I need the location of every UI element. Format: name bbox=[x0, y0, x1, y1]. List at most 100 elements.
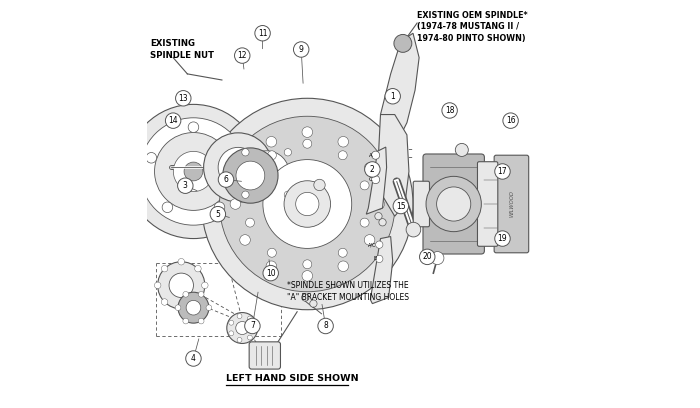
Circle shape bbox=[503, 113, 518, 129]
Text: A/C: A/C bbox=[368, 242, 377, 247]
Circle shape bbox=[241, 149, 249, 156]
Circle shape bbox=[227, 156, 249, 178]
Circle shape bbox=[206, 305, 212, 310]
Circle shape bbox=[202, 282, 208, 288]
Circle shape bbox=[204, 133, 273, 202]
Circle shape bbox=[266, 136, 276, 147]
Circle shape bbox=[376, 255, 383, 263]
Circle shape bbox=[178, 259, 185, 265]
Circle shape bbox=[195, 265, 201, 272]
FancyBboxPatch shape bbox=[413, 181, 430, 227]
FancyBboxPatch shape bbox=[249, 342, 281, 369]
Circle shape bbox=[246, 181, 255, 190]
Circle shape bbox=[302, 294, 309, 301]
Circle shape bbox=[176, 91, 191, 106]
Circle shape bbox=[255, 25, 270, 41]
Polygon shape bbox=[379, 115, 409, 216]
Circle shape bbox=[178, 292, 209, 323]
FancyBboxPatch shape bbox=[494, 155, 528, 253]
Circle shape bbox=[229, 331, 234, 336]
Circle shape bbox=[267, 248, 276, 257]
Text: *SPINDLE SHOWN UTILIZES THE
"A" BRACKET MOUNTING HOLES: *SPINDLE SHOWN UTILIZES THE "A" BRACKET … bbox=[287, 281, 409, 302]
Circle shape bbox=[198, 318, 204, 324]
Circle shape bbox=[223, 148, 278, 203]
Circle shape bbox=[220, 116, 395, 292]
Text: 18: 18 bbox=[445, 106, 454, 115]
Circle shape bbox=[376, 241, 383, 248]
Circle shape bbox=[236, 322, 248, 335]
Text: B: B bbox=[373, 256, 377, 262]
Text: 17: 17 bbox=[498, 167, 508, 176]
Circle shape bbox=[161, 299, 168, 305]
Circle shape bbox=[234, 48, 250, 63]
Text: 14: 14 bbox=[168, 116, 178, 125]
Circle shape bbox=[309, 300, 317, 307]
Circle shape bbox=[338, 261, 349, 272]
Circle shape bbox=[365, 162, 380, 177]
Circle shape bbox=[426, 176, 482, 232]
Text: 3: 3 bbox=[183, 181, 188, 190]
Circle shape bbox=[178, 178, 193, 193]
Circle shape bbox=[379, 219, 386, 226]
Circle shape bbox=[295, 192, 319, 216]
Circle shape bbox=[360, 181, 369, 190]
Text: 19: 19 bbox=[498, 234, 508, 243]
Circle shape bbox=[406, 222, 421, 237]
Circle shape bbox=[419, 249, 435, 264]
Circle shape bbox=[374, 199, 384, 209]
FancyBboxPatch shape bbox=[423, 154, 484, 254]
Polygon shape bbox=[381, 33, 419, 143]
Text: 1: 1 bbox=[391, 92, 395, 101]
Circle shape bbox=[155, 133, 232, 211]
Circle shape bbox=[210, 206, 225, 222]
Circle shape bbox=[293, 42, 309, 57]
Circle shape bbox=[183, 291, 188, 297]
Circle shape bbox=[364, 163, 374, 173]
Circle shape bbox=[174, 151, 214, 192]
Text: 7: 7 bbox=[250, 322, 255, 330]
Circle shape bbox=[302, 271, 313, 281]
Circle shape bbox=[431, 252, 444, 264]
Text: C: C bbox=[369, 177, 373, 182]
Text: B: B bbox=[369, 166, 373, 171]
Circle shape bbox=[146, 153, 157, 163]
Circle shape bbox=[284, 181, 330, 227]
Text: 15: 15 bbox=[396, 202, 405, 211]
Circle shape bbox=[237, 314, 242, 319]
Circle shape bbox=[247, 335, 252, 340]
Circle shape bbox=[198, 291, 204, 297]
Circle shape bbox=[284, 149, 291, 156]
Text: 4: 4 bbox=[191, 354, 196, 363]
Circle shape bbox=[236, 161, 265, 190]
Text: EXISTING
SPINDLE NUT: EXISTING SPINDLE NUT bbox=[150, 39, 214, 60]
Circle shape bbox=[372, 164, 379, 172]
Circle shape bbox=[186, 300, 201, 315]
Circle shape bbox=[202, 98, 413, 310]
Circle shape bbox=[244, 151, 289, 196]
Circle shape bbox=[360, 218, 369, 227]
Text: 16: 16 bbox=[506, 116, 515, 125]
Circle shape bbox=[175, 305, 181, 310]
Circle shape bbox=[372, 151, 379, 159]
Circle shape bbox=[284, 191, 291, 198]
Circle shape bbox=[188, 122, 199, 133]
Circle shape bbox=[240, 163, 251, 173]
Circle shape bbox=[495, 231, 510, 246]
Circle shape bbox=[162, 202, 173, 213]
Circle shape bbox=[230, 199, 241, 209]
Text: 10: 10 bbox=[266, 268, 276, 277]
Circle shape bbox=[247, 316, 252, 321]
Circle shape bbox=[318, 318, 333, 334]
Circle shape bbox=[266, 261, 276, 272]
Circle shape bbox=[364, 235, 374, 245]
Text: 11: 11 bbox=[258, 29, 267, 38]
Text: 9: 9 bbox=[299, 45, 304, 54]
Circle shape bbox=[372, 175, 379, 184]
Circle shape bbox=[230, 137, 303, 210]
Text: EXISTING OEM SPINDLE*
(1974-78 MUSTANG II /
1974-80 PINTO SHOWN): EXISTING OEM SPINDLE* (1974-78 MUSTANG I… bbox=[417, 11, 528, 43]
Text: 8: 8 bbox=[323, 322, 328, 330]
Circle shape bbox=[393, 198, 409, 214]
Circle shape bbox=[158, 262, 205, 309]
Circle shape bbox=[246, 218, 255, 227]
Circle shape bbox=[267, 151, 276, 160]
